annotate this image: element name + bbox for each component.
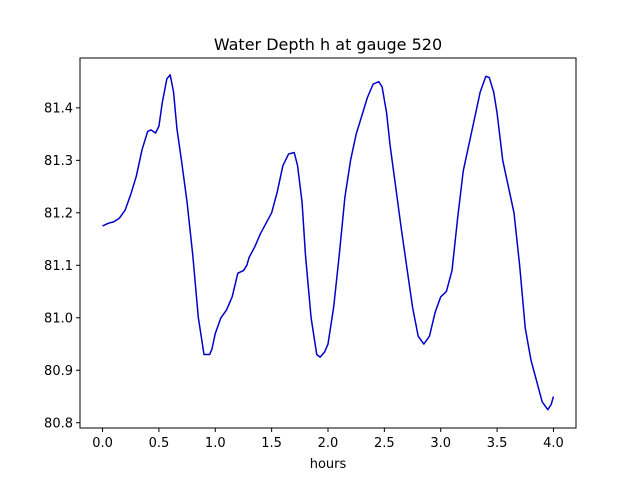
x-tick-label: 2.5 [374, 436, 395, 451]
series-line-0 [102, 74, 555, 411]
y-tick-label: 81.0 [44, 311, 73, 326]
y-axis-ticks: 80.8 80.9 81.0 81.1 81.2 81.3 81.4 [44, 101, 80, 431]
y-tick-label: 81.4 [44, 101, 73, 116]
y-tick-label: 80.9 [44, 364, 73, 379]
y-tick-label: 81.1 [44, 259, 73, 274]
x-tick-label: 0.5 [149, 436, 170, 451]
y-tick-label: 81.2 [44, 206, 73, 221]
x-tick-label: 3.0 [430, 436, 451, 451]
x-tick-label: 0.0 [92, 436, 113, 451]
x-tick-label: 1.0 [205, 436, 226, 451]
x-axis-ticks: 0.0 0.5 1.0 1.5 2.0 2.5 3.0 3.5 4.0 [92, 428, 564, 451]
x-tick-label: 1.5 [261, 436, 282, 451]
chart-title: Water Depth h at gauge 520 [214, 35, 442, 54]
plot-layer [102, 74, 555, 411]
x-tick-label: 4.0 [543, 436, 564, 451]
x-axis-label: hours [310, 457, 347, 472]
y-tick-label: 80.8 [44, 416, 73, 431]
x-tick-label: 3.5 [487, 436, 508, 451]
y-tick-label: 81.3 [44, 154, 73, 169]
x-tick-label: 2.0 [318, 436, 339, 451]
plot-frame [79, 57, 577, 429]
